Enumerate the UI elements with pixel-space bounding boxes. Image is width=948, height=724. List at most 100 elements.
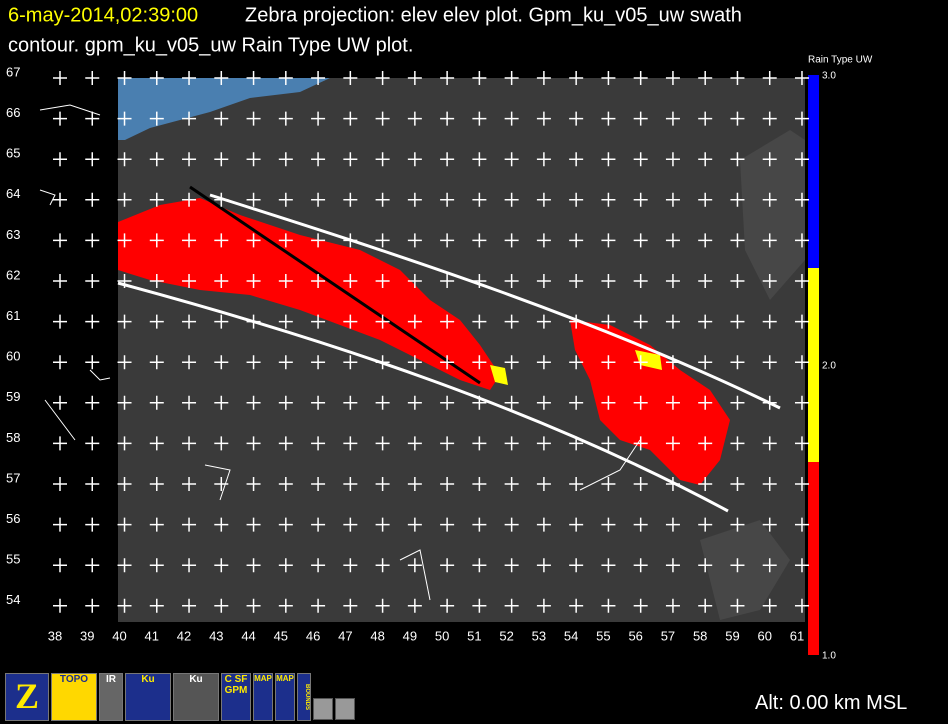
tool-icon[interactable]: BOUNDS: [297, 673, 311, 721]
grid-cross: [698, 395, 713, 410]
grid-cross: [246, 274, 261, 288]
tool-icon[interactable]: TOPO: [51, 673, 97, 721]
grid-cross: [182, 314, 197, 329]
lon-label: 42: [177, 628, 191, 643]
grid-cross: [440, 71, 455, 85]
grid-cross: [504, 477, 519, 491]
colorbar-label: 2.0: [822, 361, 836, 372]
grid-cross: [440, 111, 455, 126]
grid-cross: [440, 233, 455, 248]
tool-icon[interactable]: MAP: [253, 673, 273, 721]
grid-cross: [601, 111, 616, 126]
grid-cross: [343, 436, 358, 451]
grid-cross: [214, 395, 229, 410]
grid-cross: [472, 314, 487, 329]
grid-cross: [278, 274, 293, 288]
grid-cross: [375, 111, 390, 126]
tool-button[interactable]: [313, 698, 333, 720]
grid-cross: [407, 111, 422, 126]
grid-cross: [794, 71, 809, 85]
grid-cross: [85, 314, 100, 329]
coastline: [39, 104, 641, 601]
grid-cross: [536, 314, 551, 329]
grid-cross: [214, 355, 229, 370]
grid-cross: [569, 111, 584, 126]
grid-cross: [762, 395, 777, 410]
grid-cross: [375, 274, 390, 288]
lon-label: 45: [274, 628, 288, 643]
grid-cross: [730, 598, 745, 613]
grid-cross: [633, 436, 648, 451]
tool-icon[interactable]: Ku: [125, 673, 171, 721]
grid-cross: [407, 598, 422, 613]
grid-cross: [569, 233, 584, 248]
grid-cross: [343, 558, 358, 573]
grid-cross: [311, 517, 326, 532]
grid-cross: [214, 71, 229, 85]
lon-label: 61: [790, 628, 804, 643]
tool-icon[interactable]: C SF GPM: [221, 673, 251, 721]
grid-cross: [375, 477, 390, 491]
grid-cross: [278, 314, 293, 329]
tool-icon[interactable]: MAP: [275, 673, 295, 721]
grid-cross: [633, 233, 648, 248]
grid-cross: [504, 111, 519, 126]
grid-cross: [311, 71, 326, 85]
grid-cross: [246, 192, 261, 207]
grid-cross: [149, 436, 164, 451]
grid-cross: [214, 436, 229, 451]
grid-cross: [794, 436, 809, 451]
grid-cross: [698, 314, 713, 329]
grid-cross: [504, 274, 519, 288]
grid-cross: [665, 355, 680, 370]
grid-cross: [246, 233, 261, 248]
grid-cross: [762, 355, 777, 370]
grid-cross: [504, 355, 519, 370]
grid-cross: [311, 395, 326, 410]
grid-cross: [343, 233, 358, 248]
terrain: [700, 520, 790, 620]
grid-cross: [311, 152, 326, 167]
lat-label: 60: [6, 349, 20, 364]
grid-cross: [633, 517, 648, 532]
tool-icon[interactable]: IR: [99, 673, 123, 721]
grid-cross: [343, 192, 358, 207]
grid-cross: [504, 314, 519, 329]
grid-cross: [730, 274, 745, 288]
grid-cross: [569, 558, 584, 573]
tool-button[interactable]: [335, 698, 355, 720]
grid-cross: [601, 477, 616, 491]
lat-label: 55: [6, 552, 20, 567]
grid-cross: [569, 598, 584, 613]
grid-cross: [278, 517, 293, 532]
grid-cross: [278, 355, 293, 370]
grid-cross: [665, 436, 680, 451]
grid-cross: [149, 111, 164, 126]
grid-cross: [53, 314, 67, 329]
grid-cross: [182, 71, 197, 85]
lat-label: 67: [6, 64, 20, 79]
lon-label: 48: [370, 628, 384, 643]
lon-label: 44: [241, 628, 255, 643]
grid-cross: [504, 395, 519, 410]
grid-cross: [472, 111, 487, 126]
tool-icon[interactable]: Z: [5, 673, 49, 721]
grid-cross: [375, 436, 390, 451]
grid-cross: [117, 355, 132, 370]
grid-cross: [698, 598, 713, 613]
grid-cross: [311, 274, 326, 288]
cross-section-line: [189, 185, 481, 385]
lat-label: 61: [6, 308, 20, 323]
grid-cross: [633, 477, 648, 491]
grid-cross: [182, 436, 197, 451]
grid-cross: [504, 71, 519, 85]
grid-cross: [665, 477, 680, 491]
swath-edge: [209, 193, 781, 410]
grid-cross: [214, 111, 229, 126]
grid-cross: [440, 395, 455, 410]
grid-cross: [246, 71, 261, 85]
grid-cross: [117, 314, 132, 329]
lon-label: 60: [757, 628, 771, 643]
tool-icon[interactable]: Ku: [173, 673, 219, 721]
